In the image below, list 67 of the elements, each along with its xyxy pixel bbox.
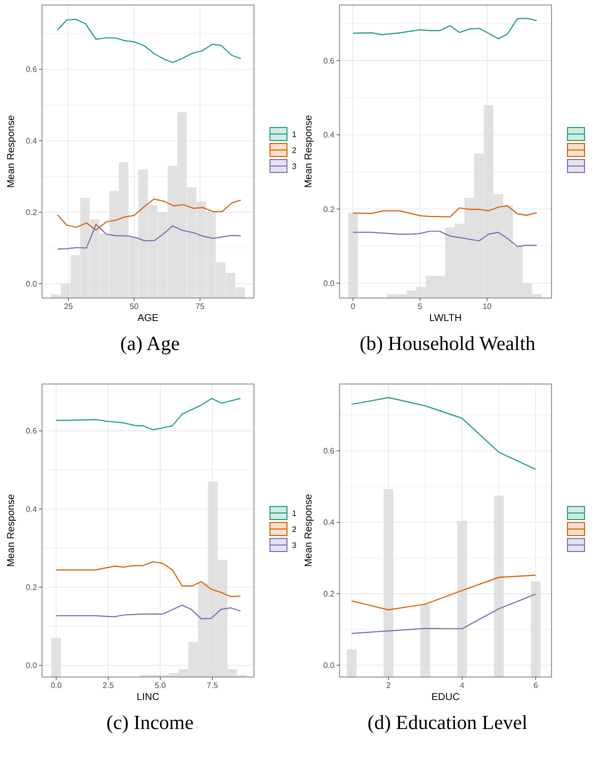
x-tick-label: 4 — [460, 681, 465, 690]
bar — [384, 489, 394, 677]
bar — [420, 604, 430, 677]
y-tick-label: 0.6 — [323, 56, 336, 66]
y-tick-label: 0.6 — [26, 65, 38, 74]
line-series — [352, 205, 538, 218]
line-series — [352, 230, 538, 247]
line-series — [56, 561, 242, 598]
line-series — [56, 604, 242, 620]
y-tick-label: 0.4 — [323, 518, 336, 528]
bar — [348, 212, 358, 298]
bar — [457, 520, 467, 677]
line-series — [56, 18, 242, 64]
line-series — [56, 198, 242, 231]
y-tick-label: 0.6 — [26, 426, 38, 436]
x-tick-label: 2 — [386, 681, 392, 690]
x-tick-label: 0 — [350, 302, 356, 311]
x-axis-title: AGE — [137, 313, 159, 324]
y-tick-label: 0.0 — [26, 661, 38, 670]
y-tick-label: 0.2 — [26, 582, 38, 592]
legend-label: 2 — [292, 146, 297, 155]
y-axis-title: Mean Response — [304, 494, 314, 567]
text: (d) Education Level — [368, 712, 528, 734]
legend-label: 3 — [292, 540, 297, 550]
bar — [346, 649, 357, 677]
legend-label: 1 — [292, 508, 297, 518]
x-axis-title: LWLTH — [429, 313, 462, 324]
line-series — [351, 574, 536, 610]
y-tick-label: 0.2 — [323, 204, 336, 214]
line-series — [56, 224, 242, 250]
x-axis-title: EDUC — [431, 692, 460, 703]
x-tick-label: 6 — [533, 681, 538, 690]
y-tick-label: 0.2 — [26, 208, 38, 218]
bar — [530, 582, 541, 677]
text: (a) Age — [120, 333, 180, 355]
line-series — [351, 594, 536, 634]
y-axis-title: Mean Response — [6, 494, 17, 567]
x-tick-label: 50 — [130, 302, 140, 311]
x-tick-label: 5.0 — [154, 681, 166, 690]
legend-label: 2 — [292, 524, 297, 534]
y-tick-label: 0.2 — [323, 590, 336, 599]
x-tick-label: 75 — [196, 302, 206, 311]
line-series — [352, 18, 538, 40]
x-tick-label: 10 — [482, 302, 492, 311]
y-tick-label: 0.0 — [323, 278, 336, 288]
y-tick-label: 0.4 — [26, 136, 38, 146]
line-series — [351, 397, 536, 470]
line-series — [56, 398, 242, 430]
y-axis-title: Mean Response — [304, 114, 314, 188]
text: (b) Household Wealth — [360, 333, 536, 355]
text: (c) Income — [106, 712, 194, 734]
x-tick-label: 0.0 — [50, 681, 62, 690]
y-tick-label: 0.4 — [323, 130, 336, 140]
x-tick-label: 2.5 — [102, 681, 114, 690]
x-axis-title: LINC — [136, 692, 160, 703]
y-tick-label: 0.4 — [26, 504, 38, 514]
y-tick-label: 0.0 — [26, 280, 38, 289]
bar — [51, 638, 62, 677]
bar — [494, 495, 504, 677]
y-tick-label: 0.0 — [323, 661, 336, 670]
legend-label: 3 — [292, 162, 297, 171]
y-axis-title: Mean Response — [6, 114, 17, 188]
x-tick-label: 7.5 — [206, 681, 218, 690]
x-tick-label: 25 — [64, 302, 74, 311]
y-tick-label: 0.6 — [323, 446, 336, 456]
legend-label: 1 — [292, 130, 297, 139]
x-tick-label: 5 — [418, 302, 423, 311]
